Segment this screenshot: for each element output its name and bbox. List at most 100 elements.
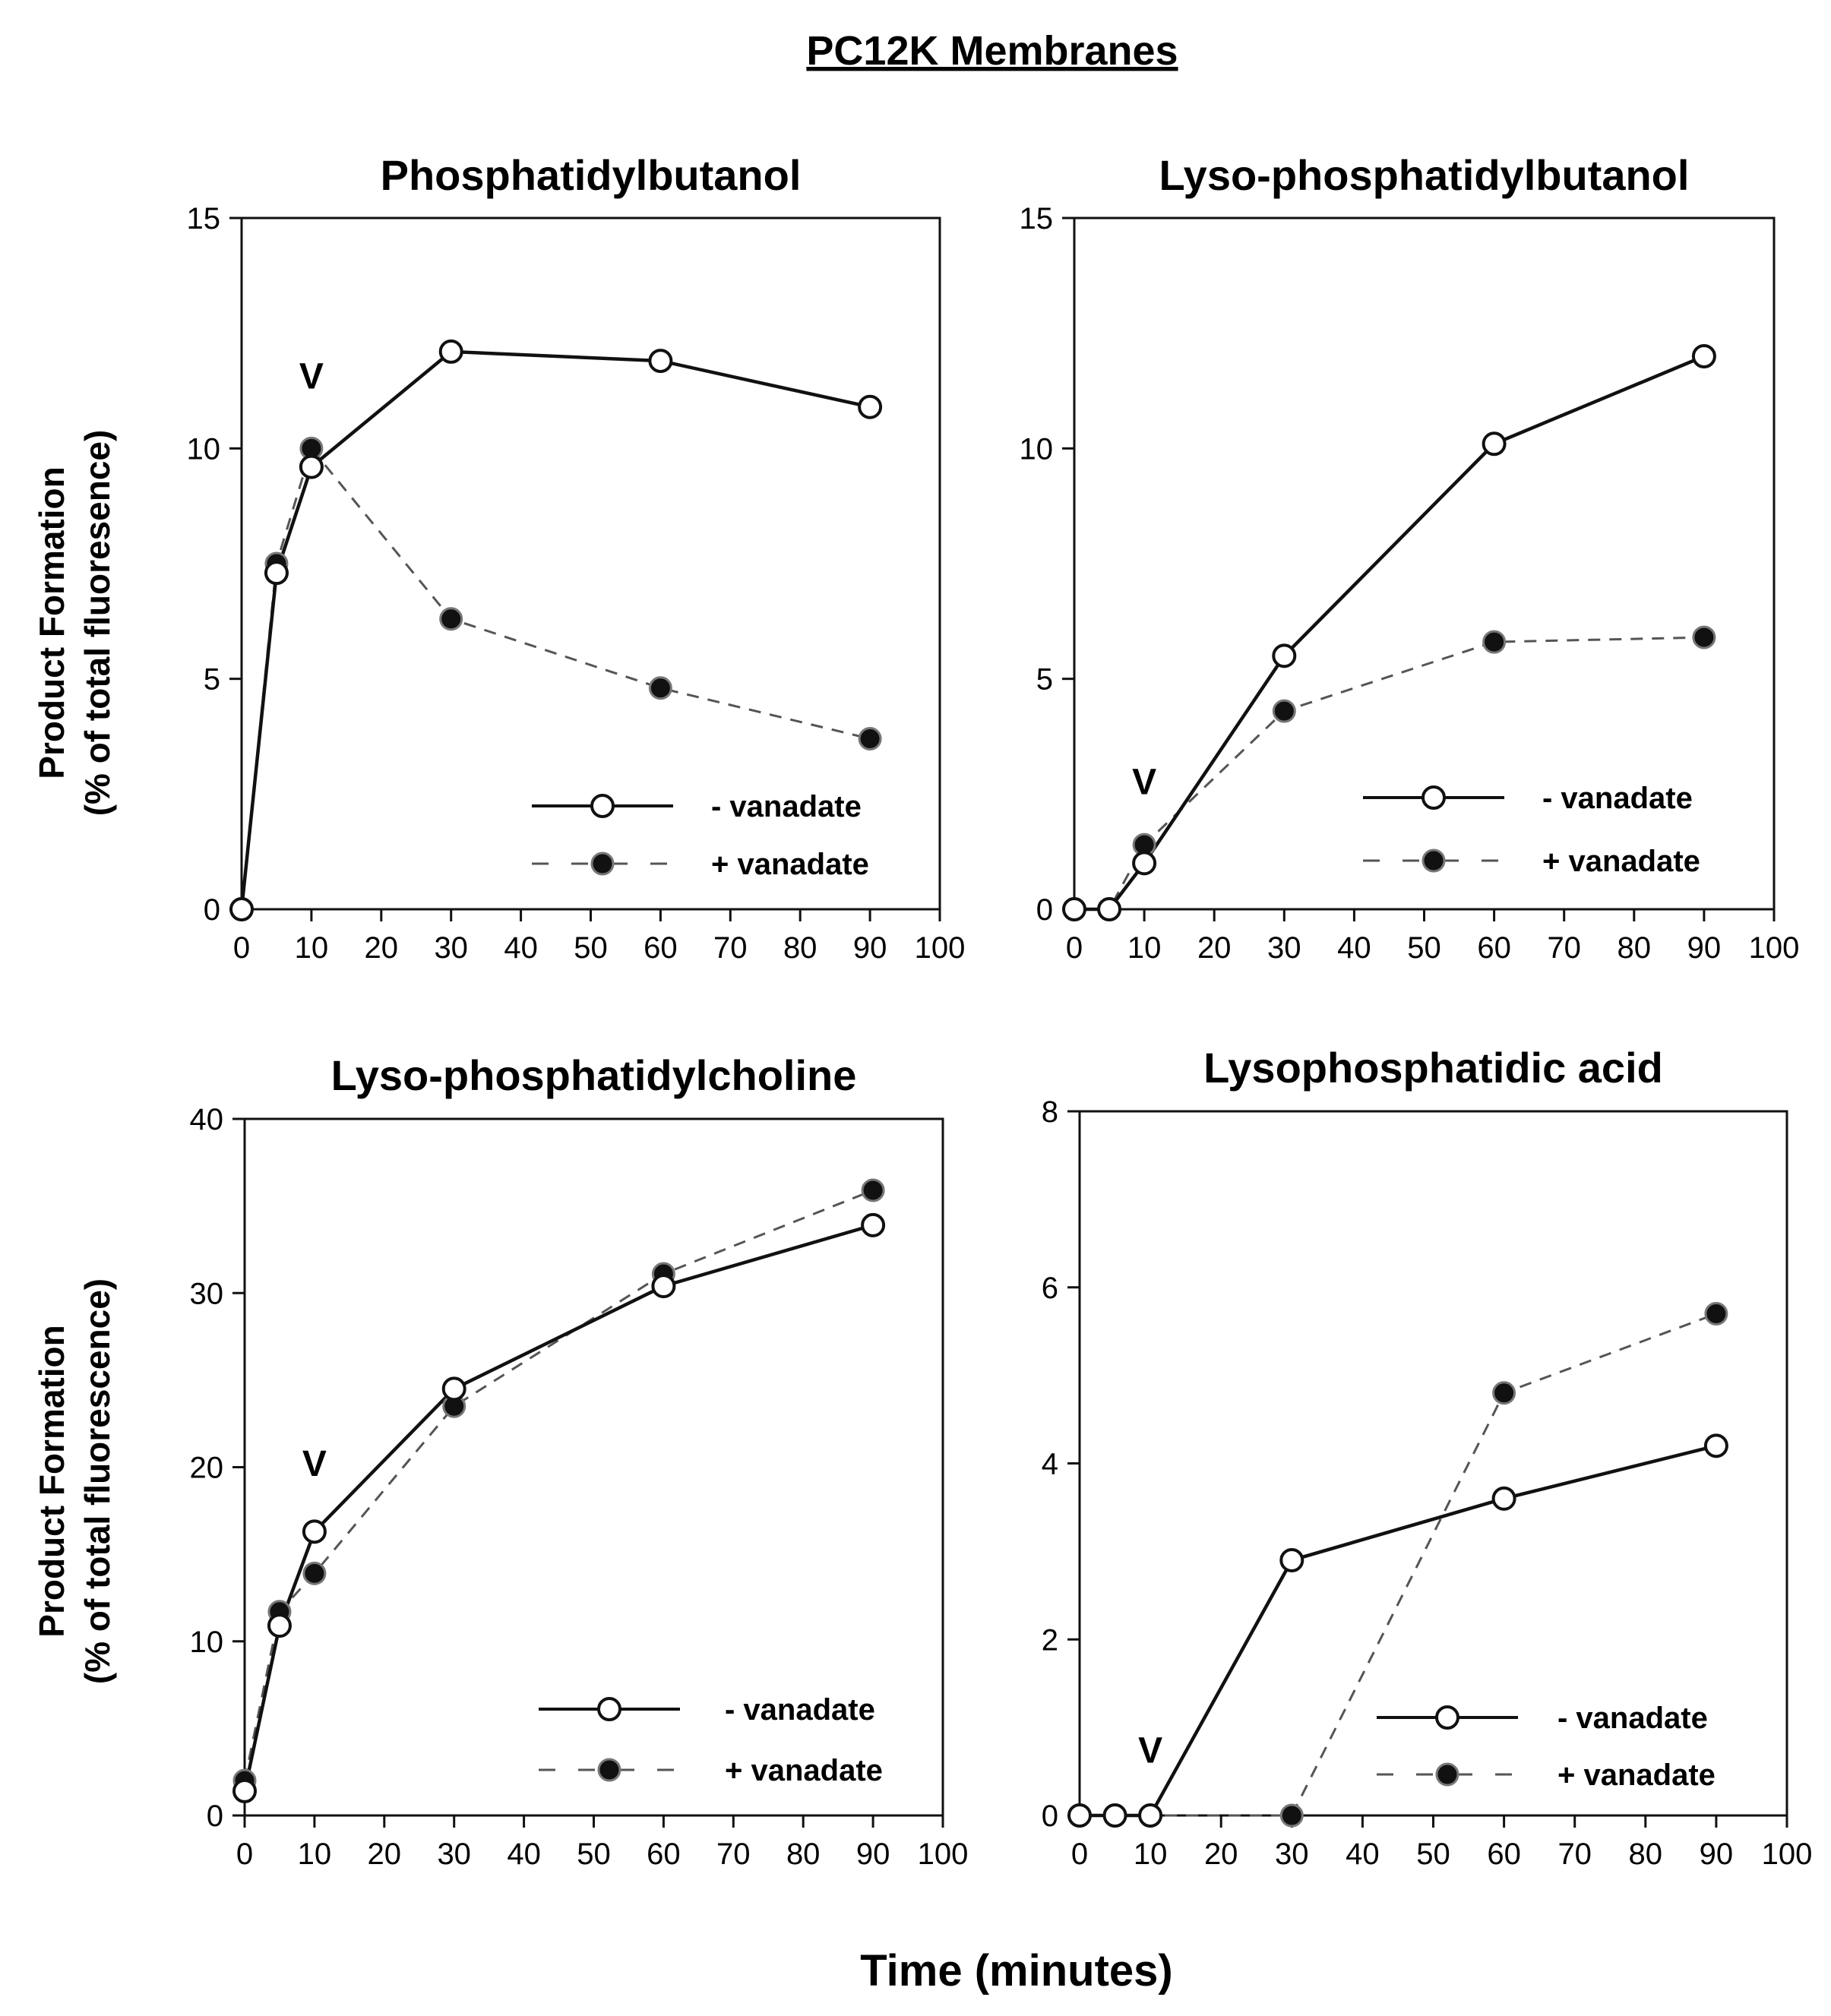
x-tick-label: 60 — [647, 1837, 681, 1871]
y-axis-label-bottom-line1: Product Formation — [32, 1325, 71, 1637]
figure-title: PC12K Membranes — [806, 28, 1178, 74]
data-point-plus-vanadate — [858, 727, 882, 751]
series-line-plus-vanadate — [243, 1189, 874, 1781]
panel-title: Phosphatidylbutanol — [381, 151, 802, 199]
data-point-minus-vanadate — [1703, 1433, 1728, 1458]
vanadate-addition-marker: V — [1138, 1730, 1162, 1771]
x-tick-label: 100 — [915, 931, 966, 965]
x-tick-label: 100 — [1762, 1837, 1813, 1871]
legend-marker-plus-vanadate — [590, 852, 615, 876]
y-tick-label: 0 — [1042, 1800, 1058, 1833]
y-tick-label: 8 — [1042, 1095, 1058, 1129]
data-point-minus-vanadate — [1272, 643, 1297, 668]
legend-label-plus-vanadate: + vanadate — [1542, 845, 1700, 878]
legend: - vanadate + vanadate — [1377, 1702, 1716, 1792]
data-point-plus-vanadate — [1272, 699, 1296, 723]
legend: - vanadate + vanadate — [539, 1693, 883, 1787]
x-tick-label: 60 — [1487, 1837, 1521, 1871]
data-point-minus-vanadate — [1482, 431, 1507, 457]
x-tick-label: 60 — [644, 931, 678, 965]
y-tick-label: 30 — [190, 1277, 224, 1310]
legend-marker-minus-vanadate — [590, 794, 615, 818]
y-tick-label: 0 — [207, 1800, 223, 1833]
data-point-plus-vanadate — [1482, 630, 1507, 654]
legend-label-plus-vanadate: + vanadate — [725, 1754, 883, 1787]
series-line-minus-vanadate — [239, 349, 871, 910]
series-line-minus-vanadate — [1074, 354, 1705, 912]
x-tick-label: 40 — [1346, 1837, 1380, 1871]
x-tick-label: 30 — [437, 1837, 471, 1871]
legend-marker-minus-vanadate — [1421, 785, 1446, 810]
x-tick-label: 90 — [853, 931, 887, 965]
data-point-plus-vanadate — [1692, 625, 1716, 649]
data-point-minus-vanadate — [1132, 851, 1157, 876]
series-line-plus-vanadate — [1080, 1313, 1717, 1817]
y-tick-label: 5 — [204, 663, 220, 697]
legend-label-minus-vanadate: - vanadate — [1542, 782, 1693, 815]
x-tick-label: 0 — [236, 1837, 253, 1871]
data-point-minus-vanadate — [1279, 1547, 1304, 1572]
x-tick-label: 60 — [1477, 931, 1511, 965]
data-point-plus-vanadate — [648, 676, 672, 700]
x-tick-label: 50 — [1407, 931, 1441, 965]
legend-label-minus-vanadate: - vanadate — [1557, 1702, 1708, 1735]
x-tick-label: 50 — [577, 1837, 611, 1871]
y-tick-label: 4 — [1042, 1448, 1058, 1481]
x-tick-label: 80 — [783, 931, 817, 965]
y-tick-label: 10 — [187, 432, 221, 466]
vanadate-addition-marker: V — [1132, 762, 1156, 802]
y-tick-label: 5 — [1036, 663, 1053, 697]
data-point-minus-vanadate — [232, 1778, 257, 1803]
y-tick-label: 10 — [190, 1626, 224, 1659]
x-tick-label: 90 — [856, 1837, 890, 1871]
data-point-minus-vanadate — [1067, 1803, 1092, 1828]
y-tick-label: 10 — [1020, 432, 1054, 466]
data-point-plus-vanadate — [302, 1561, 327, 1585]
x-tick-label: 0 — [233, 931, 250, 965]
legend-label-minus-vanadate: - vanadate — [711, 790, 862, 823]
x-tick-label: 40 — [504, 931, 538, 965]
vanadate-addition-marker: V — [299, 356, 324, 397]
x-tick-label: 70 — [1557, 1837, 1592, 1871]
x-tick-label: 30 — [434, 931, 468, 965]
x-tick-label: 70 — [1547, 931, 1581, 965]
data-point-plus-vanadate — [1704, 1302, 1728, 1326]
y-tick-label: 2 — [1042, 1623, 1058, 1657]
x-tick-label: 20 — [1204, 1837, 1238, 1871]
legend-label-plus-vanadate: + vanadate — [1557, 1758, 1716, 1792]
data-point-plus-vanadate — [1492, 1381, 1516, 1405]
data-point-minus-vanadate — [264, 561, 289, 586]
y-tick-label: 15 — [1020, 202, 1054, 235]
data-point-minus-vanadate — [1491, 1486, 1516, 1511]
y-axis-label-top-line2: (% of total fluoresence) — [77, 430, 117, 817]
y-tick-label: 0 — [204, 893, 220, 927]
x-tick-label: 100 — [1749, 931, 1800, 965]
data-point-minus-vanadate — [648, 349, 673, 374]
data-point-minus-vanadate — [858, 394, 883, 419]
legend-marker-plus-vanadate — [1421, 848, 1446, 873]
x-tick-label: 50 — [574, 931, 608, 965]
x-tick-label: 40 — [507, 1837, 541, 1871]
x-tick-label: 70 — [716, 1837, 751, 1871]
legend-label-plus-vanadate: + vanadate — [711, 848, 869, 881]
legend: - vanadate + vanadate — [532, 790, 869, 881]
legend-marker-minus-vanadate — [1435, 1705, 1459, 1730]
x-tick-label: 100 — [918, 1837, 969, 1871]
legend-label-minus-vanadate: - vanadate — [725, 1693, 875, 1727]
data-point-minus-vanadate — [1062, 897, 1086, 921]
panel-title: Lyso-phosphatidylbutanol — [1159, 151, 1690, 199]
data-point-minus-vanadate — [1102, 1803, 1127, 1828]
data-point-plus-vanadate — [1279, 1803, 1304, 1828]
data-point-minus-vanadate — [302, 1519, 327, 1544]
data-point-minus-vanadate — [861, 1212, 886, 1237]
legend-marker-plus-vanadate — [1435, 1762, 1459, 1787]
x-tick-label: 40 — [1337, 931, 1371, 965]
data-point-minus-vanadate — [1691, 344, 1716, 368]
x-tick-label: 20 — [365, 931, 399, 965]
data-point-plus-vanadate — [861, 1178, 885, 1202]
x-tick-label: 20 — [1197, 931, 1232, 965]
